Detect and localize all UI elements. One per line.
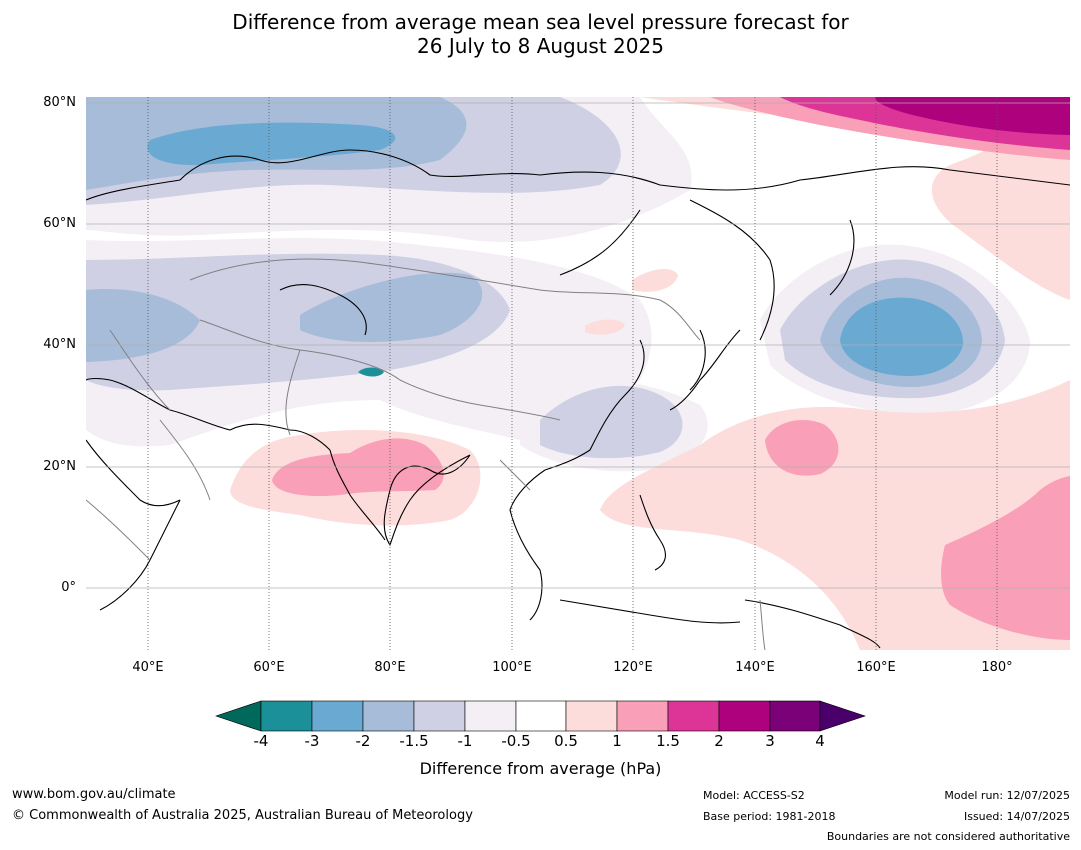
colorbar-tick: -1	[457, 732, 473, 750]
colorbar-cell	[311, 700, 364, 732]
anomaly-neg15-tianshan	[300, 272, 483, 342]
lon-label: 40°E	[132, 660, 164, 675]
lat-label: 60°N	[43, 216, 76, 231]
colorbar	[215, 700, 866, 732]
lon-label: 120°E	[613, 660, 653, 675]
footer-model: Model: ACCESS-S2	[703, 789, 805, 802]
colorbar-tick: 1.5	[656, 732, 680, 750]
colorbar-cell	[565, 700, 618, 732]
coastlines	[86, 149, 1070, 649]
colorbar-tick: -0.5	[501, 732, 531, 750]
colorbar-cell	[260, 700, 313, 732]
footer-url-link[interactable]: www.bom.gov.au/climate	[12, 787, 176, 802]
colorbar-cell	[464, 700, 517, 732]
lat-label: 40°N	[43, 337, 76, 352]
footer-disclaimer: Boundaries are not considered authoritat…	[826, 830, 1070, 843]
lon-label: 180°	[981, 660, 1013, 675]
anomaly-neg2-north-pacific	[840, 297, 964, 377]
colorbar-cell	[718, 700, 771, 732]
anomaly-pos05-china-north	[585, 319, 625, 335]
colorbar-tick: 2	[714, 732, 724, 750]
anomaly-neg2-north	[147, 122, 396, 166]
anomaly-pos05-mongolia	[632, 268, 678, 292]
country-borders	[86, 258, 766, 650]
colorbar-tick: -3	[304, 732, 320, 750]
colorbar-tick: -4	[253, 732, 269, 750]
colorbar-tick: -2	[355, 732, 371, 750]
colorbar-cell	[515, 700, 567, 732]
colorbar-tick: 3	[765, 732, 775, 750]
map-plot-area	[86, 97, 1070, 650]
lat-label: 20°N	[43, 459, 76, 474]
anomaly-neg1-china	[540, 385, 683, 459]
colorbar-tick: 1	[612, 732, 622, 750]
latitude-gridlines	[86, 102, 1070, 589]
lon-label: 160°E	[856, 660, 896, 675]
footer-model-run: Model run: 12/07/2025	[944, 789, 1070, 802]
lat-label: 80°N	[43, 95, 76, 110]
map-title-line2: 26 July to 8 August 2025	[417, 34, 664, 58]
anomaly-neg2-himalaya	[358, 367, 384, 377]
colorbar-cell	[362, 700, 415, 732]
colorbar-label: Difference from average (hPa)	[419, 759, 662, 778]
colorbar-cell	[413, 700, 466, 732]
lon-label: 80°E	[374, 660, 406, 675]
colorbar-tick: 4	[815, 732, 825, 750]
anomaly-pos2-arctic	[875, 97, 1070, 135]
lon-label: 60°E	[253, 660, 285, 675]
longitude-gridlines	[147, 97, 998, 650]
colorbar-extend-high	[819, 700, 866, 732]
colorbar-cell	[616, 700, 669, 732]
footer-copyright: © Commonwealth of Australia 2025, Austra…	[12, 808, 473, 823]
colorbar-tick: -1.5	[399, 732, 429, 750]
map-title-line1: Difference from average mean sea level p…	[232, 10, 849, 34]
lat-label: 0°	[61, 580, 76, 595]
footer-issued: Issued: 14/07/2025	[963, 810, 1070, 823]
lon-label: 140°E	[735, 660, 775, 675]
lon-label: 100°E	[492, 660, 532, 675]
colorbar-extend-low	[215, 700, 262, 732]
anomaly-neg15-central-asia	[86, 289, 200, 362]
anomaly-pos1-pacific-west	[765, 420, 839, 476]
footer-base-period: Base period: 1981-2018	[703, 810, 836, 823]
colorbar-tick: 0.5	[554, 732, 578, 750]
colorbar-cell	[667, 700, 720, 732]
colorbar-cell	[769, 700, 821, 732]
anomaly-pos1-pacific-south	[941, 476, 1070, 640]
